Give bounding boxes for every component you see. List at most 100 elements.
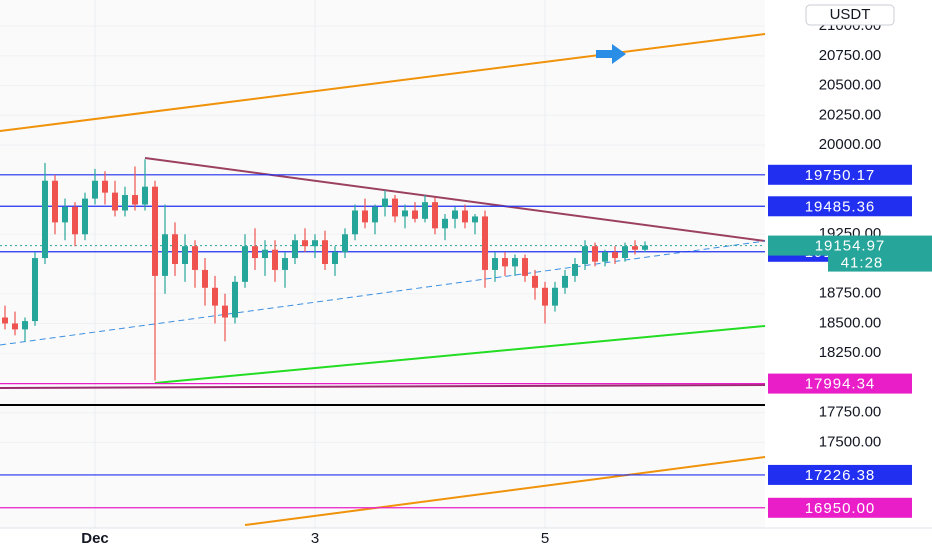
countdown-tag bbox=[828, 253, 932, 272]
candle-body bbox=[142, 186, 148, 205]
candle-body bbox=[582, 246, 588, 264]
axis-labels: 21000.0020750.0020500.0020250.0020000.00… bbox=[81, 17, 932, 547]
trend-line bbox=[0, 240, 766, 346]
level-label: 16950.00 bbox=[805, 500, 876, 517]
y-tick-label: 17500.00 bbox=[819, 433, 882, 450]
y-tick-label: 20000.00 bbox=[819, 136, 882, 153]
level-tag bbox=[768, 164, 912, 185]
candle-body bbox=[482, 216, 488, 270]
candle-body bbox=[252, 246, 258, 259]
trend-line bbox=[0, 383, 766, 390]
level-label: 19750.17 bbox=[805, 167, 876, 184]
candle-body bbox=[552, 287, 558, 306]
countdown-label: 41:28 bbox=[841, 255, 884, 272]
candle-body bbox=[262, 249, 268, 259]
candle-body bbox=[602, 252, 608, 262]
candle-body bbox=[112, 192, 118, 211]
candle-body bbox=[302, 240, 308, 247]
candle-body bbox=[202, 269, 208, 288]
candle-body bbox=[522, 258, 528, 276]
last-price-label: 19154.97 bbox=[815, 238, 886, 255]
candle-body bbox=[192, 246, 198, 270]
candle-body bbox=[502, 258, 508, 267]
candle-body bbox=[102, 180, 108, 193]
candle-body bbox=[402, 210, 408, 217]
grid bbox=[0, 0, 932, 529]
candle-body bbox=[412, 210, 418, 219]
y-tick-label: 18500.00 bbox=[819, 314, 882, 331]
candle-body bbox=[352, 210, 358, 235]
candle-body bbox=[172, 234, 178, 264]
candle-body bbox=[372, 206, 378, 223]
level-tag bbox=[768, 196, 912, 217]
y-tick-label: 18750.00 bbox=[819, 285, 882, 302]
candle-body bbox=[42, 180, 48, 259]
candles bbox=[2, 159, 648, 381]
y-tick-label: 18250.00 bbox=[819, 344, 882, 361]
candle-body bbox=[12, 323, 18, 330]
candle-body bbox=[382, 198, 388, 207]
candle-body bbox=[322, 240, 328, 264]
candle-body bbox=[62, 206, 68, 223]
candle-body bbox=[242, 246, 248, 282]
candle-body bbox=[422, 202, 428, 219]
candle-body bbox=[72, 206, 78, 235]
candle-body bbox=[642, 245, 648, 250]
candle-body bbox=[82, 198, 88, 235]
x-tick-label: 5 bbox=[541, 530, 549, 547]
candle-body bbox=[512, 258, 518, 267]
candle-body bbox=[432, 202, 438, 229]
trend-line bbox=[154, 324, 766, 385]
candle-body bbox=[452, 210, 458, 219]
candle-body bbox=[342, 234, 348, 253]
candle-body bbox=[492, 258, 498, 270]
candle-body bbox=[612, 252, 618, 259]
candle-body bbox=[272, 249, 278, 270]
last-price-tag bbox=[768, 235, 932, 256]
trend-line bbox=[0, 33, 766, 133]
x-tick-label: Dec bbox=[81, 530, 109, 547]
currency-box[interactable] bbox=[805, 4, 895, 26]
candle-body bbox=[292, 240, 298, 259]
level-tag bbox=[768, 464, 912, 485]
candle-body bbox=[32, 258, 38, 322]
y-tick-label: 20750.00 bbox=[819, 47, 882, 64]
level-label: 19485.36 bbox=[805, 198, 876, 215]
candle-body bbox=[232, 281, 238, 318]
candle-body bbox=[22, 321, 28, 330]
candle-body bbox=[182, 246, 188, 264]
candle-body bbox=[312, 240, 318, 247]
candle-body bbox=[122, 195, 128, 211]
level-tag bbox=[768, 497, 912, 518]
price-axis bbox=[765, 0, 932, 550]
candle-body bbox=[212, 287, 218, 306]
y-tick-label: 20500.00 bbox=[819, 77, 882, 94]
candle-body bbox=[532, 275, 538, 288]
arrow-icon bbox=[596, 44, 626, 64]
candle-body bbox=[282, 258, 288, 270]
candle-body bbox=[2, 317, 8, 324]
candle-body bbox=[132, 195, 138, 205]
candle-body bbox=[632, 246, 638, 250]
candle-body bbox=[152, 186, 158, 276]
trend-line bbox=[144, 157, 766, 243]
level-label: 17994.34 bbox=[805, 376, 876, 393]
candle-body bbox=[92, 180, 98, 199]
candle-body bbox=[442, 218, 448, 229]
trend-line bbox=[244, 456, 766, 527]
candle-body bbox=[162, 234, 168, 276]
candle-body bbox=[572, 264, 578, 276]
candle-body bbox=[392, 198, 398, 217]
drawings bbox=[0, 33, 766, 527]
candle-body bbox=[592, 246, 598, 262]
plot-area bbox=[0, 0, 765, 528]
y-tick-label: 20250.00 bbox=[819, 106, 882, 123]
candle-body bbox=[52, 180, 58, 223]
x-tick-label: 3 bbox=[311, 530, 319, 547]
candle-body bbox=[562, 275, 568, 288]
candle-body bbox=[222, 305, 228, 318]
currency-label: USDT bbox=[830, 6, 871, 23]
candle-body bbox=[542, 287, 548, 306]
level-tag bbox=[768, 373, 912, 394]
